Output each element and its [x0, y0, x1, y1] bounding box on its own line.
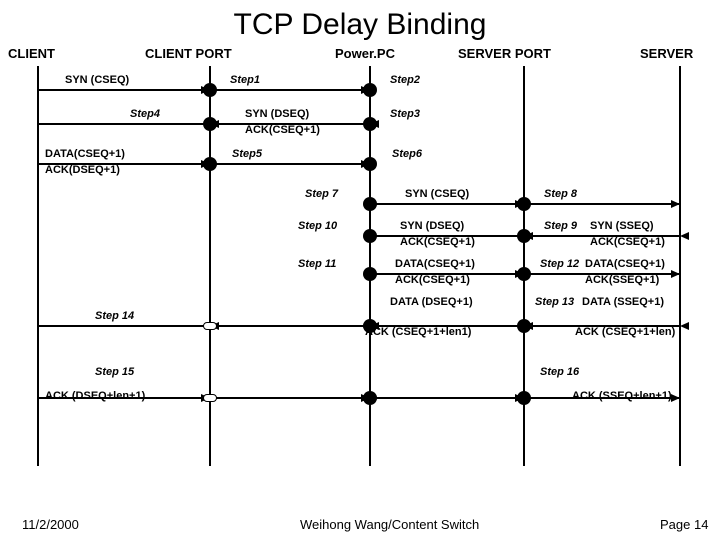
lifeline	[523, 66, 525, 466]
step-label: Step 7	[305, 188, 338, 200]
event-dot	[363, 197, 377, 211]
message-arrow	[524, 203, 680, 205]
arrow-head	[671, 200, 680, 208]
message-label: SYN (CSEQ)	[65, 74, 129, 86]
lane-label: SERVER	[640, 46, 693, 61]
message-arrow	[210, 163, 370, 165]
arrow-head	[680, 232, 689, 240]
event-dot	[517, 391, 531, 405]
message-label: ACK (CSEQ+1+len)	[575, 326, 675, 338]
message-label: SYN (SSEQ)	[590, 220, 654, 232]
message-label: ACK(DSEQ+1)	[45, 164, 120, 176]
step-label: Step 15	[95, 366, 134, 378]
lifeline	[37, 66, 39, 466]
step-label: Step 16	[540, 366, 579, 378]
event-dot	[203, 157, 217, 171]
lane-label: Power.PC	[335, 46, 395, 61]
lane-label: CLIENT	[8, 46, 55, 61]
message-arrow	[38, 89, 210, 91]
step-label: Step4	[130, 108, 160, 120]
lifeline-activation	[203, 322, 217, 330]
step-label: Step 9	[544, 220, 577, 232]
message-label: SYN (DSEQ)	[400, 220, 464, 232]
message-label: DATA(CSEQ+1)	[45, 148, 125, 160]
step-label: Step 10	[298, 220, 337, 232]
event-dot	[363, 117, 377, 131]
message-label: DATA (DSEQ+1)	[390, 296, 473, 308]
message-label: SYN (CSEQ)	[405, 188, 469, 200]
message-label: ACK(CSEQ+1)	[395, 274, 470, 286]
event-dot	[363, 157, 377, 171]
lifeline-activation	[203, 394, 217, 402]
footer-center: Weihong Wang/Content Switch	[300, 517, 479, 532]
arrow-head	[671, 394, 680, 402]
message-label: ACK(CSEQ+1)	[245, 124, 320, 136]
event-dot	[203, 117, 217, 131]
message-label: ACK (DSEQ+len+1)	[45, 390, 145, 402]
event-dot	[517, 197, 531, 211]
message-arrow	[210, 325, 370, 327]
event-dot	[517, 229, 531, 243]
step-label: Step6	[392, 148, 422, 160]
sequence-diagram: CLIENT CLIENT PORT Power.PC SERVER PORT SERV…	[0, 46, 720, 466]
arrow-head	[680, 322, 689, 330]
message-label: DATA(CSEQ+1)	[585, 258, 665, 270]
message-arrow	[370, 397, 524, 399]
footer-page: Page 14	[660, 517, 708, 532]
message-arrow	[210, 89, 370, 91]
message-label: ACK(CSEQ+1)	[400, 236, 475, 248]
message-label: SYN (DSEQ)	[245, 108, 309, 120]
step-label: Step5	[232, 148, 262, 160]
message-arrow	[38, 325, 210, 327]
message-label: ACK(SSEQ+1)	[585, 274, 659, 286]
page-title: TCP Delay Binding	[0, 8, 720, 42]
message-arrow	[370, 203, 524, 205]
event-dot	[517, 267, 531, 281]
event-dot	[203, 83, 217, 97]
event-dot	[517, 319, 531, 333]
step-label: Step3	[390, 108, 420, 120]
step-label: Step 14	[95, 310, 134, 322]
message-label: ACK (CSEQ+1+len1)	[365, 326, 471, 338]
event-dot	[363, 229, 377, 243]
message-label: DATA(CSEQ+1)	[395, 258, 475, 270]
lane-label: CLIENT PORT	[145, 46, 232, 61]
step-label: Step 11	[298, 258, 336, 270]
arrow-head	[671, 270, 680, 278]
event-dot	[363, 391, 377, 405]
message-arrow	[38, 123, 210, 125]
step-label: Step 12	[540, 258, 579, 270]
message-label: ACK(CSEQ+1)	[590, 236, 665, 248]
step-label: Step1	[230, 74, 260, 86]
message-arrow	[210, 397, 370, 399]
event-dot	[363, 83, 377, 97]
step-label: Step 8	[544, 188, 577, 200]
message-label: ACK (SSEQ+len+1)	[572, 390, 672, 402]
message-label: DATA (SSEQ+1)	[582, 296, 664, 308]
footer-date: 11/2/2000	[22, 517, 79, 532]
step-label: Step 13	[535, 296, 574, 308]
lifeline	[679, 66, 681, 466]
lane-label: SERVER PORT	[458, 46, 551, 61]
step-label: Step2	[390, 74, 420, 86]
event-dot	[363, 267, 377, 281]
